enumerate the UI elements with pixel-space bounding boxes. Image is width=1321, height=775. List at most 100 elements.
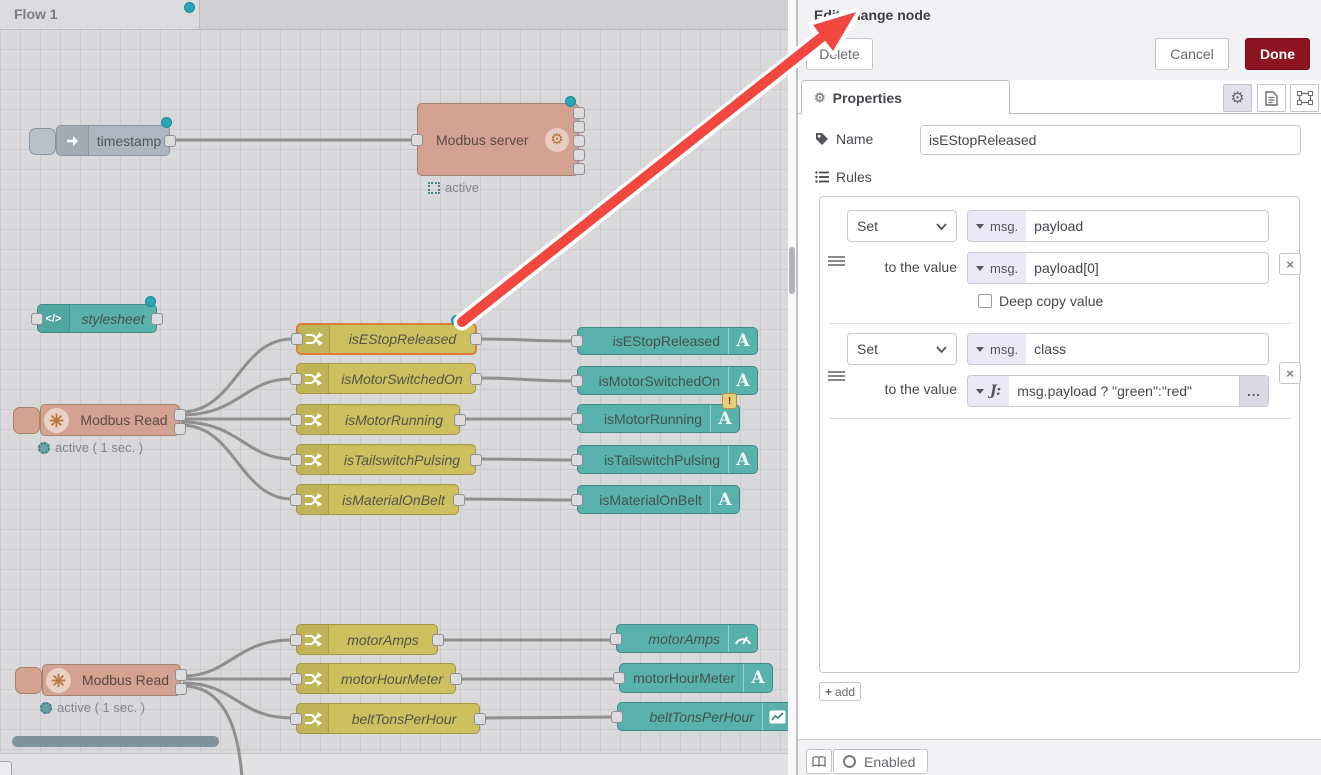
inject-button[interactable] [29, 128, 56, 155]
deep-copy-checkbox[interactable] [978, 294, 992, 308]
node-change-isMotorRunning[interactable]: isMotorRunning [290, 404, 466, 435]
tab-properties[interactable]: ⚙ Properties [801, 80, 1010, 114]
port-out[interactable] [151, 312, 163, 325]
appearance-icon-button[interactable] [1290, 84, 1319, 112]
delete-button[interactable]: Delete [806, 38, 873, 70]
flow-canvas[interactable]: timestamp Modbus server ⚙ active </> sty… [0, 0, 789, 775]
port-out[interactable] [573, 107, 585, 119]
port-out[interactable] [164, 134, 176, 147]
typed-input-type[interactable]: msg. [968, 253, 1027, 283]
port-in[interactable] [611, 710, 623, 723]
port-out[interactable] [470, 453, 482, 466]
typed-input-value[interactable]: payload[0] [1034, 260, 1099, 276]
node-modbus-read-1[interactable]: Modbus Read [40, 404, 186, 436]
rule1-property-input[interactable]: msg. payload [967, 210, 1269, 242]
enabled-toggle-button[interactable]: Enabled [833, 749, 928, 774]
name-input[interactable] [920, 125, 1301, 155]
description-icon-button[interactable] [1257, 84, 1286, 112]
expression-editor-button[interactable]: ... [1239, 376, 1268, 406]
port-in[interactable] [411, 133, 423, 146]
edit-properties-icon-button[interactable]: ⚙ [1223, 84, 1252, 112]
port-in[interactable] [290, 712, 302, 725]
port-in[interactable] [290, 633, 302, 646]
port-in[interactable] [613, 672, 625, 684]
node-change-motorAmps[interactable]: motorAmps [290, 624, 444, 655]
modbus-read-button[interactable] [13, 407, 40, 434]
cancel-button[interactable]: Cancel [1155, 38, 1229, 70]
node-ui-text-isMotorRunning[interactable]: isMotorRunning A [571, 404, 740, 433]
port-in[interactable] [571, 412, 583, 425]
port-out[interactable] [453, 493, 465, 506]
typed-input-type[interactable]: J: [968, 376, 1010, 406]
rule1-action-select[interactable]: Set [847, 210, 957, 242]
typed-input-value[interactable]: class [1034, 341, 1067, 357]
port-out[interactable] [470, 372, 482, 385]
port-out[interactable] [174, 423, 186, 435]
port-in[interactable] [291, 333, 303, 345]
horizontal-scrollbar[interactable] [12, 736, 219, 747]
port-out[interactable] [573, 135, 585, 147]
status-icon [428, 181, 440, 194]
node-template-stylesheet[interactable]: </> stylesheet [31, 304, 163, 333]
node-change-isTailswitchPulsing[interactable]: isTailswitchPulsing [290, 444, 482, 475]
port-out[interactable] [474, 712, 486, 725]
add-rule-button[interactable]: + add [819, 682, 861, 701]
typed-input-type[interactable]: msg. [968, 334, 1027, 364]
typed-input-type[interactable]: msg. [968, 211, 1027, 241]
node-ui-gauge-motorAmps[interactable]: motorAmps [610, 624, 758, 653]
rule2-value-input[interactable]: J: msg.payload ? "green":"red" ... [967, 375, 1269, 407]
rule2-action-select[interactable]: Set [847, 333, 957, 365]
node-modbus-read-2[interactable]: Modbus Read [42, 664, 187, 696]
node-ui-chart-beltTonsPerHour[interactable]: beltTonsPerHour [611, 702, 788, 731]
port-in[interactable] [571, 335, 583, 347]
node-ui-text-isEStopReleased[interactable]: isEStopReleased A [571, 327, 758, 355]
port-in[interactable] [610, 632, 622, 645]
node-label: isMotorRunning [344, 411, 444, 428]
node-ui-text-isTailswitchPulsing[interactable]: isTailswitchPulsing A [571, 445, 758, 474]
port-out[interactable] [175, 683, 187, 695]
port-out[interactable] [573, 121, 585, 133]
port-in[interactable] [290, 493, 302, 506]
port-out[interactable] [432, 633, 444, 646]
port-out[interactable] [450, 672, 462, 685]
scrollbar-thumb[interactable] [789, 247, 795, 294]
tab-flow-1[interactable]: Flow 1 [0, 0, 200, 29]
port-out[interactable] [174, 409, 186, 421]
done-button[interactable]: Done [1245, 38, 1310, 70]
node-change-beltTonsPerHour[interactable]: beltTonsPerHour [290, 703, 486, 734]
port-in[interactable] [290, 453, 302, 466]
node-ui-text-isMaterialOnBelt[interactable]: isMaterialOnBelt A [571, 485, 740, 514]
port-out[interactable] [573, 149, 585, 161]
rule-drag-handle[interactable] [828, 254, 845, 268]
modbus-read-button[interactable] [15, 667, 42, 694]
port-in[interactable] [571, 453, 583, 466]
port-in[interactable] [290, 413, 302, 426]
zoom-control-partial[interactable] [0, 761, 12, 775]
typed-input-value[interactable]: msg.payload ? "green":"red" [1017, 383, 1192, 399]
node-help-button[interactable] [806, 749, 832, 774]
port-in[interactable] [290, 372, 302, 385]
node-change-isMaterialOnBelt[interactable]: isMaterialOnBelt [290, 484, 465, 515]
port-out[interactable] [454, 413, 466, 426]
node-change-isEStopReleased[interactable]: isEStopReleased [291, 323, 482, 355]
rule-drag-handle[interactable] [828, 369, 845, 383]
port-in[interactable] [290, 672, 302, 685]
vertical-scrollbar[interactable] [788, 0, 797, 775]
port-in[interactable] [31, 312, 43, 325]
port-in[interactable] [571, 374, 583, 387]
port-out[interactable] [175, 669, 187, 681]
node-ui-text-motorHourMeter[interactable]: motorHourMeter A [613, 663, 773, 693]
node-change-isMotorSwitchedOn[interactable]: isMotorSwitchedOn [290, 363, 482, 394]
node-modbus-server[interactable]: Modbus server ⚙ [411, 103, 585, 176]
node-ui-text-isMotorSwitchedOn[interactable]: isMotorSwitchedOn A [571, 366, 758, 395]
node-change-motorHourMeter[interactable]: motorHourMeter [290, 663, 462, 694]
rule2-property-input[interactable]: msg. class [967, 333, 1269, 365]
rule1-remove-button[interactable]: × [1279, 253, 1301, 275]
port-in[interactable] [571, 493, 583, 506]
port-out[interactable] [470, 333, 482, 345]
rule2-remove-button[interactable]: × [1279, 362, 1301, 384]
rule1-value-input[interactable]: msg. payload[0] [967, 252, 1269, 284]
typed-input-value[interactable]: payload [1034, 218, 1084, 234]
node-inject-timestamp[interactable]: timestamp [56, 125, 176, 156]
port-out[interactable] [573, 163, 585, 175]
